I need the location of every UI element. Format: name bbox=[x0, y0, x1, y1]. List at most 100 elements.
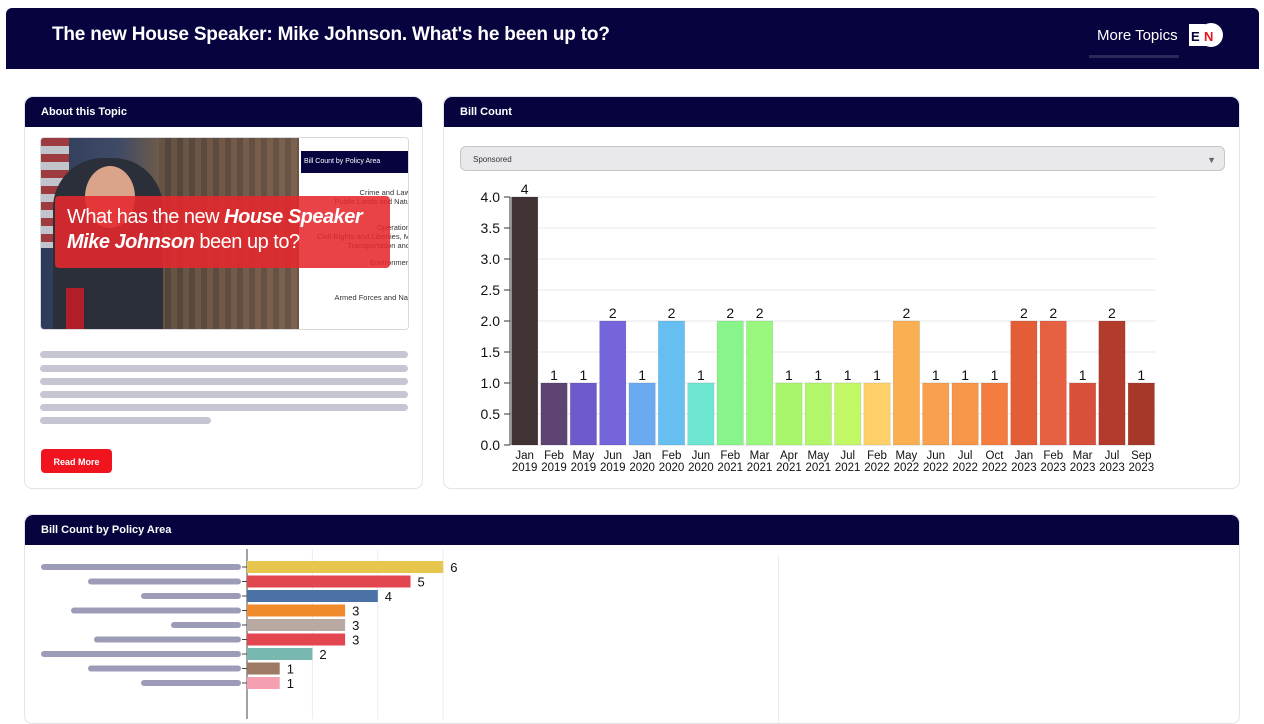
bar bbox=[1069, 382, 1097, 446]
x-tick-label: 2019 bbox=[541, 462, 567, 474]
bar bbox=[511, 196, 539, 446]
bar bbox=[569, 382, 597, 446]
x-tick-label: Jun bbox=[692, 450, 711, 462]
y-tick-label: 2.0 bbox=[481, 313, 501, 329]
x-tick-label: Jan bbox=[1015, 450, 1034, 462]
x-tick-label: 2023 bbox=[1099, 462, 1125, 474]
x-tick-label: 2019 bbox=[571, 462, 597, 474]
x-tick-label: Feb bbox=[1043, 450, 1063, 462]
bar bbox=[863, 382, 891, 446]
more-topics-button[interactable]: More Topics bbox=[1089, 22, 1179, 58]
bar bbox=[247, 662, 280, 675]
policy-label-placeholder bbox=[141, 680, 241, 686]
bar bbox=[247, 633, 346, 646]
read-more-button[interactable]: Read More bbox=[41, 449, 112, 473]
y-tick-label: 1.5 bbox=[481, 344, 501, 360]
bar-value-label: 2 bbox=[726, 305, 734, 321]
y-tick-label: 3.0 bbox=[481, 251, 501, 267]
x-tick-label: 2023 bbox=[1129, 462, 1155, 474]
x-tick-label: May bbox=[807, 450, 829, 462]
bar-value-label: 2 bbox=[1020, 305, 1028, 321]
bar bbox=[540, 382, 568, 446]
policy-label-placeholder bbox=[41, 564, 241, 570]
y-tick-label: 2.5 bbox=[481, 282, 501, 298]
bar bbox=[892, 320, 920, 446]
bar bbox=[658, 320, 685, 446]
x-tick-label: Apr bbox=[780, 450, 798, 462]
bar-value-label: 2 bbox=[903, 305, 911, 321]
x-tick-label: Feb bbox=[720, 450, 740, 462]
bar bbox=[834, 382, 862, 446]
bar-value-label: 1 bbox=[814, 367, 822, 383]
x-tick-label: Mar bbox=[750, 450, 770, 462]
bar bbox=[247, 677, 280, 689]
hero-side-line: Armed Forces and Nat bbox=[334, 293, 409, 302]
page-title: The new House Speaker: Mike Johnson. Wha… bbox=[52, 24, 610, 45]
policy-area-heading: Bill Count by Policy Area bbox=[25, 515, 1239, 545]
x-tick-label: Oct bbox=[986, 450, 1005, 462]
text-placeholder-line bbox=[40, 365, 408, 372]
bar bbox=[981, 382, 1008, 446]
x-tick-label: 2020 bbox=[659, 462, 685, 474]
bar-value-label: 3 bbox=[352, 618, 359, 633]
site-logo-icon[interactable]: E N bbox=[1187, 22, 1225, 48]
bar-value-label: 1 bbox=[991, 367, 999, 383]
bar bbox=[247, 604, 346, 617]
bar-value-label: 1 bbox=[287, 676, 294, 691]
topic-hero-image: Bill Count by Policy Area Crime and Law … bbox=[40, 137, 409, 330]
policy-label-placeholder bbox=[171, 622, 241, 628]
bar bbox=[716, 320, 744, 446]
x-tick-label: May bbox=[573, 450, 595, 462]
bar bbox=[1039, 320, 1067, 446]
bill-count-panel: Bill Count Sponsored ▼ 0.0 0.5 1.0 1.5 2.0 2.… bbox=[443, 96, 1240, 489]
policy-label-placeholder bbox=[141, 593, 241, 599]
bar bbox=[775, 382, 803, 446]
bar-value-label: 1 bbox=[844, 367, 852, 383]
x-tick-label: Jul bbox=[1105, 450, 1120, 462]
text-placeholder-line bbox=[40, 351, 408, 358]
x-tick-label: 2020 bbox=[688, 462, 714, 474]
sponsorship-select[interactable]: Sponsored ▼ bbox=[460, 146, 1225, 171]
x-tick-label: 2021 bbox=[776, 462, 802, 474]
bar-value-label: 6 bbox=[450, 560, 457, 575]
hero-side-heading: Bill Count by Policy Area bbox=[301, 151, 408, 173]
svg-text:N: N bbox=[1204, 29, 1213, 44]
bar-value-label: 1 bbox=[961, 367, 969, 383]
svg-text:E: E bbox=[1191, 29, 1200, 44]
x-tick-label: 2021 bbox=[806, 462, 832, 474]
text-placeholder-line bbox=[40, 404, 408, 411]
bar-value-label: 1 bbox=[580, 367, 588, 383]
x-tick-label: Jun bbox=[603, 450, 622, 462]
x-tick-label: 2023 bbox=[1070, 462, 1096, 474]
y-tick-label: 0.0 bbox=[481, 437, 501, 453]
hero-side-line: Crime and Law bbox=[359, 188, 409, 197]
panel-divider bbox=[778, 555, 779, 723]
x-tick-label: 2022 bbox=[982, 462, 1008, 474]
hero-headline: What has the new House Speaker Mike John… bbox=[55, 196, 390, 268]
policy-label-placeholder bbox=[71, 607, 241, 614]
x-tick-label: Jan bbox=[633, 450, 652, 462]
bar bbox=[247, 590, 378, 602]
bar bbox=[247, 648, 313, 660]
x-tick-label: Jul bbox=[840, 450, 855, 462]
about-topic-panel: About this Topic Bill Count by Policy Ar… bbox=[24, 96, 423, 489]
bar-value-label: 2 bbox=[319, 647, 326, 662]
bar bbox=[746, 320, 774, 446]
text-placeholder-line bbox=[40, 391, 408, 398]
bar bbox=[599, 320, 627, 446]
bar-value-label: 1 bbox=[638, 367, 646, 383]
about-topic-heading: About this Topic bbox=[25, 97, 422, 127]
x-tick-label: 2020 bbox=[629, 462, 655, 474]
bar-value-label: 1 bbox=[287, 662, 294, 677]
x-tick-label: Feb bbox=[544, 450, 564, 462]
bar bbox=[247, 575, 411, 588]
bar bbox=[922, 382, 950, 446]
policy-label-placeholder bbox=[88, 665, 241, 672]
bar-value-label: 1 bbox=[1079, 367, 1087, 383]
bar-value-label: 5 bbox=[418, 575, 425, 590]
x-tick-label: 2022 bbox=[894, 462, 920, 474]
x-tick-label: 2019 bbox=[512, 462, 538, 474]
bar-value-label: 1 bbox=[785, 367, 793, 383]
bar-value-label: 3 bbox=[352, 604, 359, 619]
